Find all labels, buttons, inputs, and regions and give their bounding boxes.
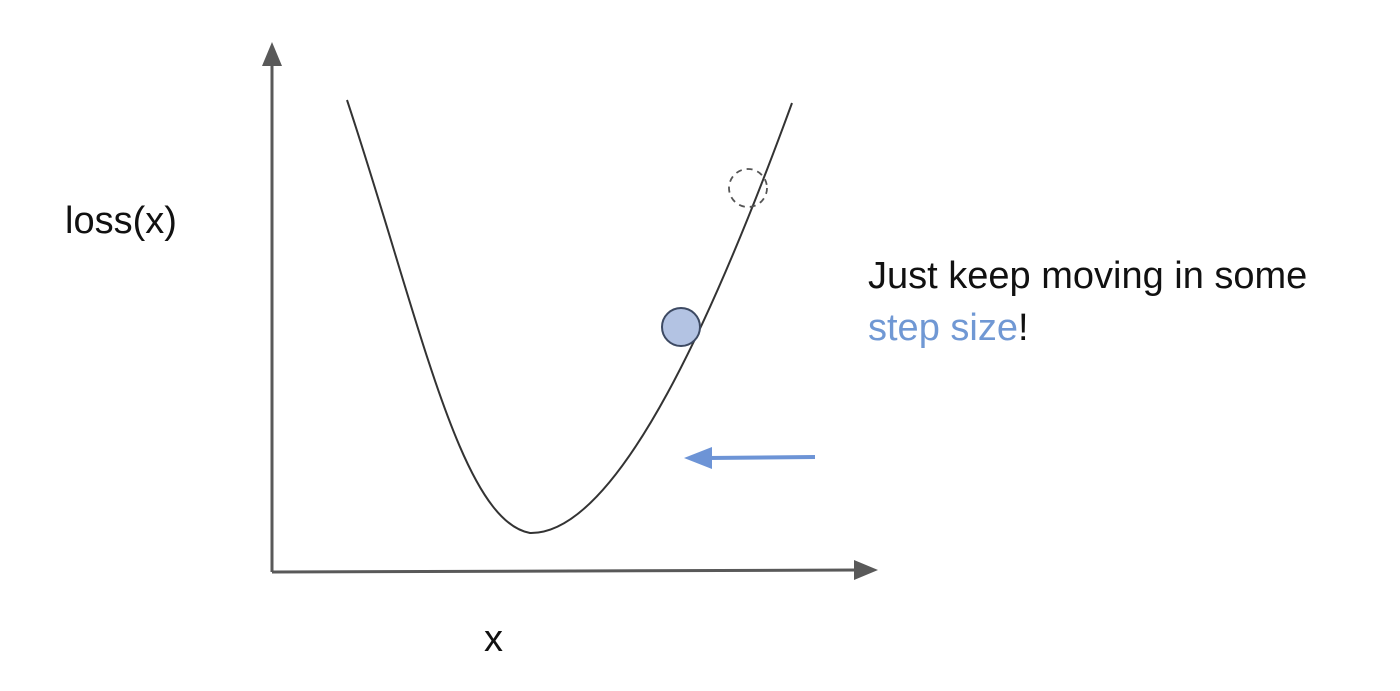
x-axis (271, 568, 859, 574)
direction-arrow-head (684, 447, 712, 469)
current-position-marker (661, 307, 701, 347)
step-size-highlight: step size (868, 307, 1018, 349)
loss-curve (346, 99, 793, 535)
caption-line-1: Just keep moving in some (868, 255, 1308, 297)
y-axis-label: loss(x) (65, 200, 177, 242)
step-size-caption: Just keep moving in some step size! (868, 250, 1307, 354)
caption-suffix: ! (1017, 307, 1029, 349)
direction-arrow-shaft (707, 455, 816, 460)
x-axis-label: x (484, 618, 503, 660)
x-axis-arrowhead (854, 560, 878, 580)
y-axis-arrowhead (262, 42, 282, 66)
previous-position-marker (728, 168, 768, 208)
caption-line-2: step size! (868, 302, 1307, 354)
